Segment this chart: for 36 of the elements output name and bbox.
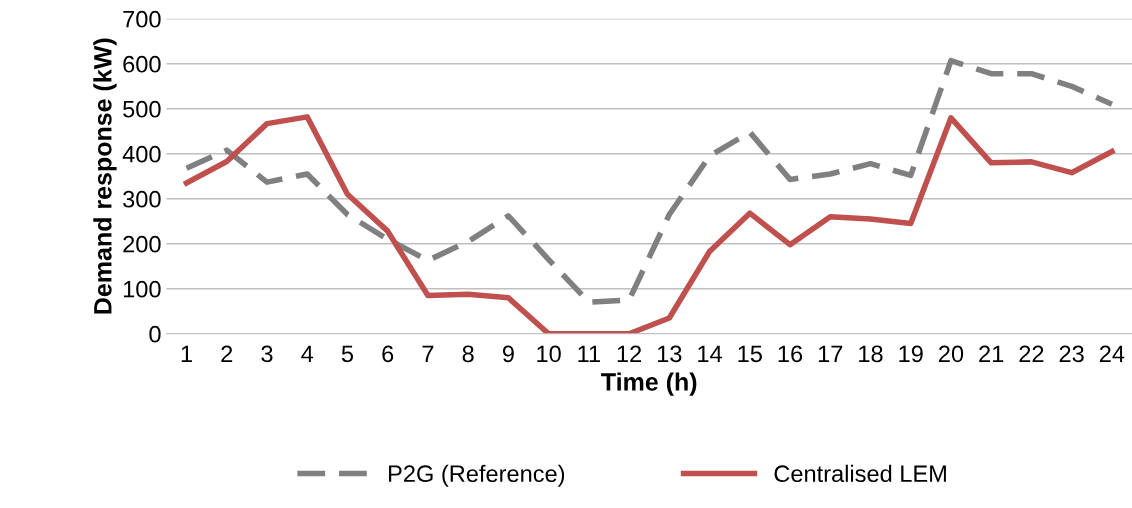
x-tick-label: 14 [698, 345, 722, 362]
x-tick-label: 20 [939, 345, 964, 363]
x-tick-label: 16 [778, 345, 803, 363]
x-tick-label: 6 [382, 345, 394, 363]
x-tick-label: 12 [617, 345, 642, 362]
x-tick-label: 23 [1059, 345, 1084, 363]
x-tick-label: 11 [578, 345, 600, 362]
x-tick-label: 9 [502, 345, 514, 363]
x-tick-label: 18 [859, 345, 883, 363]
y-tick-label: 500 [123, 100, 161, 118]
y-axis-title: Demand response (kW) [93, 38, 117, 314]
y-tick-label: 400 [122, 145, 161, 163]
y-tick-label: 700 [123, 10, 161, 28]
x-tick-label: 4 [301, 345, 314, 362]
x-tick-label: 21 [979, 345, 1004, 362]
x-tick-label: 17 [818, 345, 843, 362]
x-tick-label: 15 [738, 345, 762, 363]
x-tick-label: 10 [537, 345, 561, 363]
x-tick-label: 8 [462, 345, 474, 363]
x-tick-label: 19 [899, 345, 923, 363]
x-tick-label: 13 [657, 345, 682, 363]
x-tick-label: 22 [1019, 345, 1044, 362]
y-tick-label: 200 [123, 235, 161, 253]
y-tick-label: 0 [149, 325, 161, 343]
x-tick-label: 3 [261, 345, 273, 363]
legend-label: P2G (Reference) [389, 464, 565, 487]
x-axis-title: Time (h) [601, 372, 697, 396]
y-tick-label: 100 [123, 280, 161, 298]
x-tick-label: 2 [221, 345, 233, 362]
x-tick-label: 24 [1099, 345, 1125, 362]
x-tick-label: 5 [341, 345, 354, 363]
x-tick-label: 7 [422, 345, 434, 362]
y-tick-label: 300 [123, 190, 161, 208]
x-tick-label: 1 [181, 345, 192, 362]
legend-label: Centralised LEM [774, 464, 946, 483]
y-tick-label: 600 [123, 55, 161, 73]
